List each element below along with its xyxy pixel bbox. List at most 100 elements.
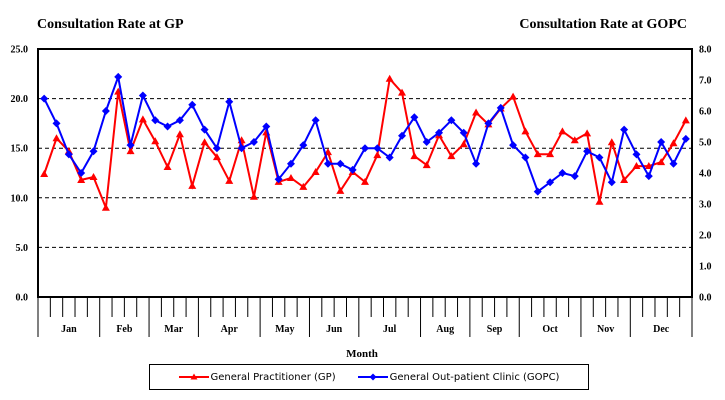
gopc-point [237,144,246,153]
month-label: Sep [487,324,503,335]
gp-point [644,162,653,170]
month-label: Oct [542,324,558,335]
legend-label-gopc: General Out-patient Clinic (GOPC) [389,371,560,383]
gp-point [52,134,61,142]
gp-point [299,182,308,190]
legend-swatch-gopc [357,373,388,381]
gopc-point [607,178,616,187]
gp-point [595,197,604,205]
gopc-point [348,165,357,174]
gopc-point [114,72,123,81]
month-label: Aug [436,324,454,335]
gopc-point [373,144,382,153]
gopc-point [496,103,505,112]
gopc-point [126,141,135,150]
left-tick-label: 25.0 [11,45,29,56]
gp-point [521,127,530,135]
gopc-point [274,175,283,184]
left-tick-label: 10.0 [11,193,29,204]
gopc-point [410,113,419,122]
month-label: Apr [221,324,239,335]
gopc-point [385,153,394,162]
gp-point [657,158,666,166]
right-tick-label: 5.0 [699,138,712,149]
gopc-point [644,172,653,181]
gopc-point [336,159,345,168]
gp-point [447,152,456,160]
legend-swatch-gp [178,373,209,380]
gopc-point [595,153,604,162]
gp-point [570,136,579,144]
left-tick-label: 15.0 [11,144,29,155]
gp-point [225,176,234,184]
right-tick-label: 6.0 [699,107,712,118]
gp-point [373,151,382,159]
gopc-point [533,187,542,196]
month-label: May [275,324,294,335]
gp-point [546,150,555,158]
gp-point [410,152,419,160]
gopc-point [361,144,369,153]
gopc-point [484,119,493,128]
gp-point [89,172,98,180]
gp-point [77,175,86,183]
gopc-point [249,138,258,146]
month-label: Nov [597,324,614,335]
right-tick-label: 3.0 [699,200,712,211]
gp-point [509,92,518,100]
gp-point [361,177,369,185]
gopc-point [558,169,567,177]
gopc-point [669,159,678,168]
gopc-point [632,150,641,159]
chart-title-left: Consultation Rate at GP [37,17,184,32]
right-tick-label: 8.0 [699,45,712,56]
gopc-point [52,119,61,128]
gp-point [459,140,468,148]
gp-point [101,203,110,211]
month-label: Mar [164,324,183,335]
gopc-point [40,94,49,103]
gp-point [620,175,629,183]
gopc-point [175,116,184,125]
gp-point [212,153,221,161]
gopc-point [262,122,271,131]
right-tick-label: 2.0 [699,231,712,242]
gopc-point [286,159,295,168]
gopc-point [570,172,579,181]
month-label: Jul [383,324,397,335]
plot-frame [37,48,693,298]
gopc-point [546,178,555,187]
gopc-point [200,125,209,134]
gopc-point [323,159,332,168]
gp-point [583,129,592,137]
gp-point [126,147,135,155]
series-gp [40,74,690,211]
gopc-point [681,134,690,143]
right-tick-label: 1.0 [699,262,712,273]
gp-point [533,150,542,158]
gopc-point [64,150,73,159]
right-tick-label: 4.0 [699,169,712,180]
gp-point [607,138,616,146]
gopc-point [163,122,172,131]
gp-point [632,162,641,170]
gopc-point [472,159,481,168]
left-tick-label: 0.0 [16,293,29,304]
left-tick-label: 20.0 [11,94,29,105]
right-tick-label: 0.0 [699,293,712,304]
month-label: Jan [61,324,77,335]
chart-title-right: Consultation Rate at GOPC [519,17,687,32]
gp-point [249,192,258,200]
gp-point [163,163,172,171]
gopc-point [151,116,160,125]
gp-point [311,168,320,176]
gp-point [669,139,678,147]
month-label: Dec [653,324,670,335]
legend: General Practitioner (GP) General Out-pa… [149,364,589,390]
gopc-point [435,128,444,137]
left-tick-label: 5.0 [16,243,29,254]
gp-point [40,169,49,177]
gopc-point [447,116,456,125]
gp-point [151,137,160,145]
